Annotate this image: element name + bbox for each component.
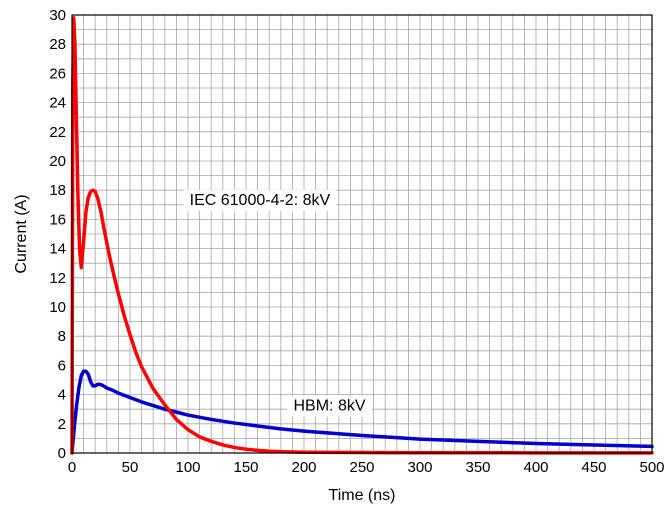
y-tick-label: 28 (49, 36, 66, 53)
y-tick-label: 30 (49, 7, 66, 24)
grid (71, 14, 653, 454)
series-line-hbm-8kv (70, 369, 654, 455)
y-tick-label: 2 (58, 416, 66, 433)
x-axis-label: Time (ns) (329, 487, 396, 504)
x-tick-label: 500 (639, 459, 664, 476)
y-tick-label: 8 (58, 328, 66, 345)
x-tick-labels: 0 50 100 150 200 250 300 350 400 450 500 (68, 459, 665, 476)
y-tick-label: 12 (49, 270, 66, 287)
annotation-background (183, 189, 337, 211)
annotation-label: IEC 61000-4-2: 8kV (190, 192, 331, 209)
y-tick-label: 26 (49, 65, 66, 82)
annotation-background (287, 395, 372, 417)
x-tick-label: 150 (233, 459, 258, 476)
annotation: HBM: 8kV (287, 395, 372, 417)
annotation: IEC 61000-4-2: 8kV (183, 189, 337, 211)
y-tick-label: 24 (49, 95, 66, 112)
x-tick-label: 400 (523, 459, 548, 476)
x-tick-label: 350 (465, 459, 490, 476)
y-tick-label: 22 (49, 124, 66, 141)
x-tick-label: 450 (581, 459, 606, 476)
x-tick-label: 0 (68, 459, 76, 476)
y-tick-label: 6 (58, 357, 66, 374)
y-tick-label: 0 (58, 445, 66, 462)
annotation-label: HBM: 8kV (294, 398, 366, 415)
y-tick-label: 20 (49, 153, 66, 170)
y-axis-label: Current (A) (13, 194, 30, 273)
x-tick-label: 300 (407, 459, 432, 476)
y-tick-label: 16 (49, 211, 66, 228)
annotations: IEC 61000-4-2: 8kV HBM: 8kV (183, 189, 372, 417)
x-tick-label: 200 (291, 459, 316, 476)
series-line-iec-61000-4-2-8kv (70, 16, 654, 455)
x-tick-label: 50 (122, 459, 139, 476)
y-tick-label: 14 (49, 241, 66, 258)
y-tick-label: 18 (49, 182, 66, 199)
series-lines (70, 16, 654, 455)
x-tick-label: 100 (175, 459, 200, 476)
plot-frame (71, 14, 653, 454)
y-tick-label: 4 (58, 387, 66, 404)
x-tick-label: 250 (349, 459, 374, 476)
y-tick-label: 10 (49, 299, 66, 316)
